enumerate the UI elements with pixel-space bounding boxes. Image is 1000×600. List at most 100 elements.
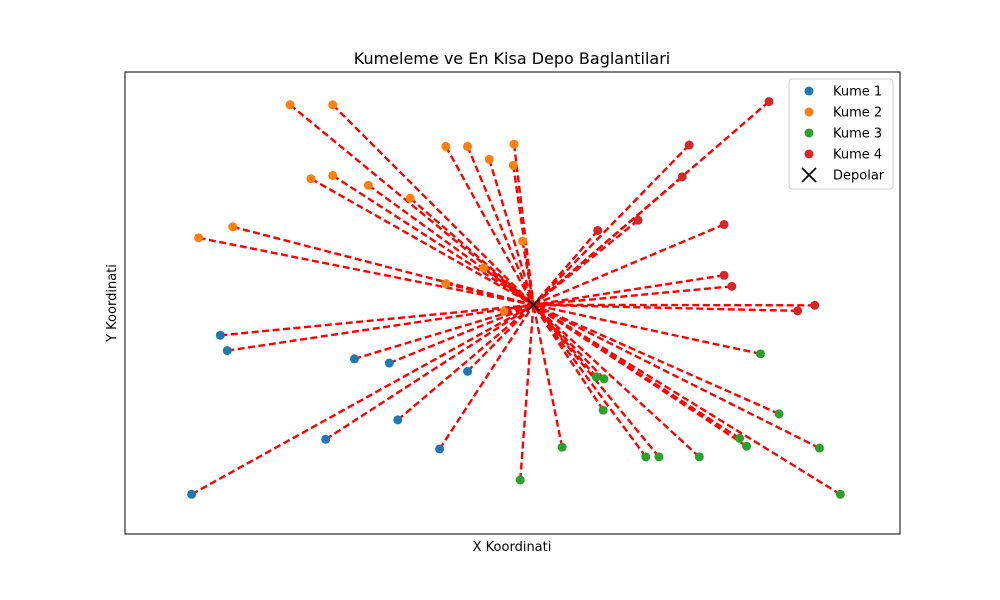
connection-line xyxy=(533,303,761,355)
data-point-kume-3 xyxy=(742,441,752,451)
connection-line xyxy=(533,303,798,313)
connection-lines xyxy=(191,100,841,496)
data-point-kume-3 xyxy=(515,475,525,485)
connection-line xyxy=(532,175,684,306)
data-point-kume-2 xyxy=(363,180,373,190)
connection-line xyxy=(289,103,535,306)
connection-line xyxy=(438,304,535,450)
connection-line xyxy=(532,303,701,458)
data-point-kume-4 xyxy=(684,140,694,150)
legend-label: Kume 2 xyxy=(833,106,882,121)
data-point-kume-2 xyxy=(328,170,338,180)
legend: Kume 1 Kume 2 Kume 3 Kume 4 Depolar xyxy=(788,78,894,190)
data-point-kume-3 xyxy=(654,452,664,462)
connection-line xyxy=(198,236,534,307)
data-point-kume-4 xyxy=(719,270,729,280)
connection-line xyxy=(503,303,534,313)
connection-line xyxy=(512,143,535,305)
data-point-kume-2 xyxy=(285,100,295,110)
data-point-kume-3 xyxy=(598,405,608,415)
data-point-kume-2 xyxy=(306,174,316,184)
legend-entry: Kume 3 xyxy=(804,127,882,142)
connection-line xyxy=(332,174,535,306)
connection-line xyxy=(532,304,647,458)
data-point-kume-3 xyxy=(641,452,651,462)
data-point-kume-2 xyxy=(518,236,528,246)
plot-area-frame xyxy=(124,71,901,535)
connection-line xyxy=(532,304,605,380)
connection-line xyxy=(532,303,748,448)
chart-title: Kumeleme ve En Kisa Depo Baglantilari xyxy=(354,49,670,68)
connection-line xyxy=(466,145,535,306)
data-point-kume-3 xyxy=(756,349,765,359)
connection-line xyxy=(388,303,534,365)
legend-entry: Depolar xyxy=(801,167,885,184)
legend-label: Kume 4 xyxy=(833,148,882,163)
data-point-kume-2 xyxy=(405,193,415,203)
data-point-kume-3 xyxy=(774,409,784,419)
data-point-kume-1 xyxy=(321,434,331,444)
data-point-kume-3 xyxy=(735,433,745,443)
data-point-kume-1 xyxy=(393,415,403,425)
connection-line xyxy=(445,282,534,307)
legend-x-marker xyxy=(801,167,817,183)
data-point-kume-4 xyxy=(793,306,803,316)
data-point-kume-3 xyxy=(557,442,567,452)
data-point-kume-4 xyxy=(719,219,729,229)
data-point-kume-3 xyxy=(591,372,601,382)
connection-line xyxy=(444,145,535,306)
legend-marker xyxy=(804,107,814,117)
connection-line xyxy=(532,223,725,306)
connection-line xyxy=(521,240,535,306)
depot-marker xyxy=(526,298,541,312)
data-point-kume-4 xyxy=(727,281,737,291)
data-point-kume-1 xyxy=(222,346,232,356)
data-point-kume-2 xyxy=(328,100,338,110)
legend-marker xyxy=(804,149,814,159)
connection-line xyxy=(519,304,535,481)
data-point-kume-3 xyxy=(814,443,824,453)
legend-entry: Kume 2 xyxy=(804,106,882,121)
data-point-kume-4 xyxy=(764,97,774,107)
data-point-kume-4 xyxy=(677,172,687,182)
connection-line xyxy=(191,303,535,496)
legend-entry: Kume 1 xyxy=(804,85,882,100)
data-point-kume-2 xyxy=(194,233,204,243)
connection-line xyxy=(532,303,841,496)
legend-label: Depolar xyxy=(833,169,885,184)
data-point-kume-3 xyxy=(599,374,609,384)
data-point-kume-2 xyxy=(228,222,238,232)
data-point-kume-2 xyxy=(484,154,494,164)
data-point-kume-1 xyxy=(215,330,225,340)
legend-label: Kume 3 xyxy=(833,127,882,142)
data-point-kume-2 xyxy=(479,263,489,273)
connection-line xyxy=(532,304,564,448)
connection-line xyxy=(227,303,534,352)
data-point-kume-4 xyxy=(810,300,820,310)
connection-line xyxy=(532,229,599,306)
connection-line xyxy=(533,285,732,307)
data-point-kume-2 xyxy=(499,306,509,316)
data-point-kume-1 xyxy=(384,358,394,368)
legend-marker xyxy=(804,86,814,96)
x-axis-label: X Koordinati xyxy=(473,540,552,555)
data-point-kume-1 xyxy=(463,366,473,376)
connection-line xyxy=(409,197,535,306)
y-axis-label: Y Koordinati xyxy=(105,264,120,343)
connection-line xyxy=(310,177,535,306)
legend-entry: Kume 4 xyxy=(804,148,882,163)
connection-line xyxy=(532,144,691,306)
data-point-kume-2 xyxy=(463,141,473,151)
data-point-kume-1 xyxy=(349,354,359,364)
data-point-kume-2 xyxy=(509,139,519,149)
data-point-kume-3 xyxy=(835,489,845,499)
connection-line xyxy=(488,158,535,306)
data-point-kume-4 xyxy=(633,215,643,225)
legend-marker xyxy=(804,128,814,138)
connection-line xyxy=(397,303,535,421)
data-point-kume-2 xyxy=(508,160,518,170)
connection-line xyxy=(325,303,535,441)
connection-line xyxy=(466,304,535,373)
data-point-kume-2 xyxy=(441,141,451,151)
connection-line xyxy=(331,103,535,306)
